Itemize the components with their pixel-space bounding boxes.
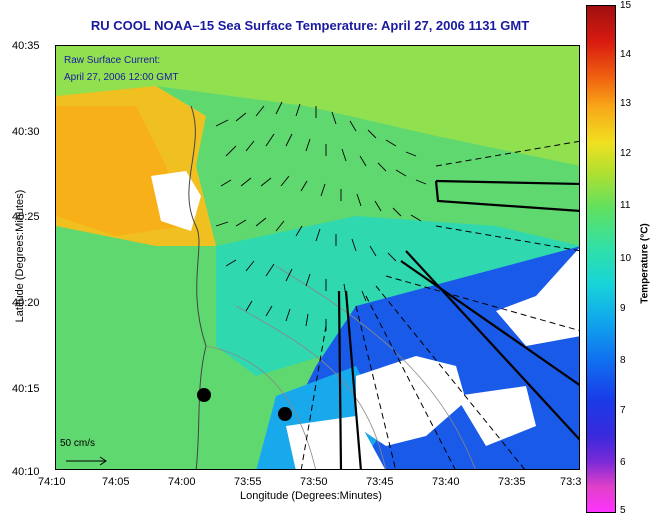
ytick: 40:30	[12, 126, 40, 138]
xtick: 73:40	[432, 476, 460, 488]
scale-label: 50 cm/s	[60, 438, 96, 449]
colorbar-tick: 5	[620, 505, 626, 516]
ytick: 40:20	[12, 297, 40, 309]
xtick: 73:3	[560, 476, 582, 488]
colorbar	[586, 5, 616, 513]
colorbar-tick: 15	[620, 0, 632, 11]
colorbar-tick: 10	[620, 253, 632, 264]
colorbar-tick: 13	[620, 98, 632, 109]
colorbar-tick: 8	[620, 355, 626, 366]
sst-map	[55, 45, 580, 470]
xtick: 73:45	[366, 476, 394, 488]
xtick: 74:10	[38, 476, 66, 488]
x-axis-label: Longitude (Degrees:Minutes)	[240, 490, 382, 502]
ytick: 40:35	[12, 40, 40, 52]
land-mass	[151, 171, 201, 231]
xtick: 74:00	[168, 476, 196, 488]
ytick: 40:10	[12, 466, 40, 478]
colorbar-tick: 14	[620, 49, 632, 60]
ytick: 40:15	[12, 383, 40, 395]
current-vectors	[215, 101, 427, 331]
colorbar-tick: 6	[620, 457, 626, 468]
legend-line2: April 27, 2006 12:00 GMT	[64, 72, 179, 83]
ytick: 40:25	[12, 211, 40, 223]
xtick: 74:05	[102, 476, 130, 488]
colorbar-tick: 11	[620, 200, 631, 211]
y-axis-label: Latitude (Degrees:Minutes)	[14, 189, 26, 323]
legend-line1: Raw Surface Current:	[64, 55, 161, 66]
xtick: 73:50	[300, 476, 328, 488]
colorbar-label: Temperature (°C)	[639, 223, 651, 304]
station-dot	[197, 388, 211, 402]
colorbar-tick: 12	[620, 148, 632, 159]
colorbar-tick: 7	[620, 405, 626, 416]
xtick: 73:55	[234, 476, 262, 488]
xtick: 73:35	[498, 476, 526, 488]
scale-arrow	[66, 456, 107, 466]
station-dot	[278, 407, 292, 421]
sst-field	[56, 46, 579, 469]
colorbar-tick: 9	[620, 303, 626, 314]
map-title: RU COOL NOAA–15 Sea Surface Temperature:…	[90, 18, 530, 33]
